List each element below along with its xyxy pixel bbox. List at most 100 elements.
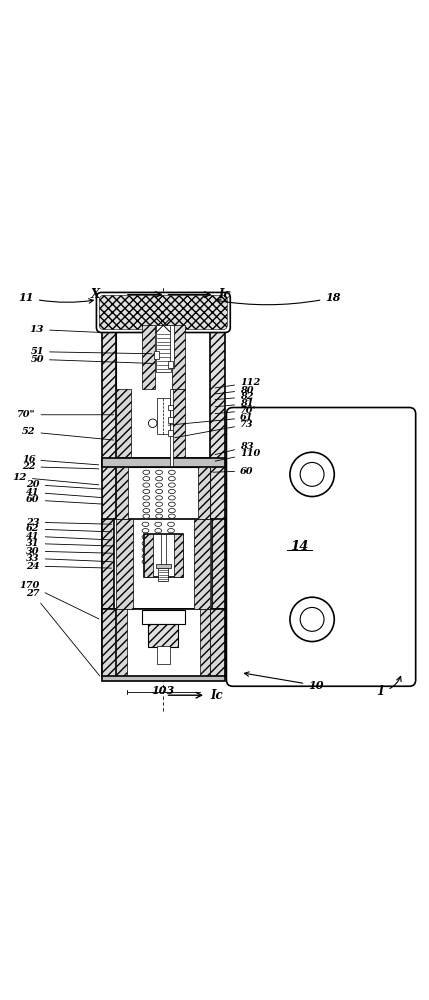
- Text: 82: 82: [215, 392, 254, 401]
- Text: 14: 14: [290, 540, 309, 553]
- Bar: [154, 351, 159, 359]
- Text: 13: 13: [30, 325, 99, 334]
- Bar: [142, 325, 155, 389]
- Bar: [116, 389, 131, 466]
- Ellipse shape: [143, 477, 150, 481]
- Bar: [199, 609, 210, 677]
- Bar: [170, 325, 174, 368]
- Bar: [102, 519, 116, 609]
- Bar: [116, 467, 128, 519]
- Ellipse shape: [142, 560, 149, 564]
- Bar: [142, 610, 184, 624]
- Bar: [102, 609, 225, 677]
- Text: 170: 170: [19, 581, 99, 619]
- Circle shape: [300, 462, 324, 486]
- Ellipse shape: [156, 496, 163, 500]
- Bar: [169, 405, 173, 410]
- Text: X: X: [91, 288, 100, 301]
- Ellipse shape: [168, 554, 175, 558]
- Text: 81: 81: [215, 399, 254, 408]
- Ellipse shape: [169, 477, 175, 481]
- Ellipse shape: [143, 489, 150, 494]
- Bar: [169, 417, 173, 423]
- Text: 41: 41: [26, 488, 103, 498]
- Text: 12: 12: [12, 473, 99, 485]
- Ellipse shape: [155, 535, 162, 539]
- Text: 18: 18: [216, 292, 341, 305]
- Ellipse shape: [156, 477, 163, 481]
- Ellipse shape: [155, 554, 162, 558]
- Ellipse shape: [168, 522, 175, 526]
- Circle shape: [290, 597, 334, 642]
- Bar: [144, 534, 153, 577]
- Ellipse shape: [155, 541, 162, 546]
- Ellipse shape: [168, 535, 175, 539]
- Ellipse shape: [156, 502, 163, 506]
- Ellipse shape: [169, 483, 175, 487]
- Bar: [148, 624, 178, 647]
- Bar: [172, 325, 184, 389]
- Text: 30: 30: [26, 547, 112, 556]
- Bar: [116, 609, 127, 677]
- Ellipse shape: [156, 489, 163, 494]
- Circle shape: [290, 452, 334, 497]
- Text: 73: 73: [175, 420, 254, 438]
- Ellipse shape: [155, 522, 162, 526]
- Circle shape: [300, 607, 324, 631]
- Ellipse shape: [169, 470, 175, 474]
- Text: 33: 33: [26, 554, 112, 563]
- Ellipse shape: [143, 470, 150, 474]
- Bar: [115, 519, 212, 609]
- Text: 22: 22: [22, 462, 99, 471]
- Text: 103: 103: [152, 685, 175, 696]
- Text: 61: 61: [168, 413, 254, 425]
- Bar: [156, 564, 171, 568]
- Text: Ic: Ic: [219, 288, 231, 301]
- Text: Ic: Ic: [210, 689, 223, 702]
- Ellipse shape: [169, 502, 175, 506]
- Bar: [198, 467, 210, 519]
- Bar: [169, 430, 173, 436]
- Bar: [157, 398, 170, 434]
- Ellipse shape: [168, 529, 175, 533]
- Ellipse shape: [142, 535, 149, 539]
- Text: 11: 11: [18, 292, 94, 303]
- Circle shape: [148, 419, 157, 428]
- Ellipse shape: [143, 509, 150, 513]
- Text: 51: 51: [30, 347, 152, 356]
- FancyBboxPatch shape: [227, 408, 416, 686]
- Bar: [116, 325, 210, 675]
- Bar: [102, 676, 225, 681]
- Bar: [210, 519, 225, 609]
- Ellipse shape: [156, 470, 163, 474]
- Ellipse shape: [169, 509, 175, 513]
- Text: 70": 70": [17, 410, 114, 419]
- Ellipse shape: [142, 548, 149, 552]
- Ellipse shape: [143, 483, 150, 487]
- FancyBboxPatch shape: [97, 292, 230, 332]
- Bar: [116, 609, 210, 677]
- Text: 83: 83: [215, 442, 254, 455]
- Bar: [116, 457, 210, 466]
- Bar: [161, 534, 166, 581]
- Ellipse shape: [142, 554, 149, 558]
- Bar: [144, 534, 182, 577]
- Bar: [116, 467, 210, 519]
- Ellipse shape: [155, 548, 162, 552]
- Text: 62: 62: [26, 524, 112, 533]
- Ellipse shape: [156, 509, 163, 513]
- Ellipse shape: [168, 541, 175, 546]
- Ellipse shape: [142, 541, 149, 546]
- Text: 31: 31: [26, 539, 112, 548]
- Ellipse shape: [169, 496, 175, 500]
- FancyBboxPatch shape: [100, 295, 227, 330]
- Ellipse shape: [168, 560, 175, 564]
- Ellipse shape: [143, 514, 150, 518]
- Bar: [170, 389, 173, 466]
- Text: 24: 24: [26, 562, 112, 571]
- Ellipse shape: [169, 514, 175, 518]
- Text: 16: 16: [22, 455, 99, 465]
- Bar: [210, 325, 225, 675]
- Text: 110: 110: [215, 449, 260, 461]
- Bar: [102, 458, 225, 467]
